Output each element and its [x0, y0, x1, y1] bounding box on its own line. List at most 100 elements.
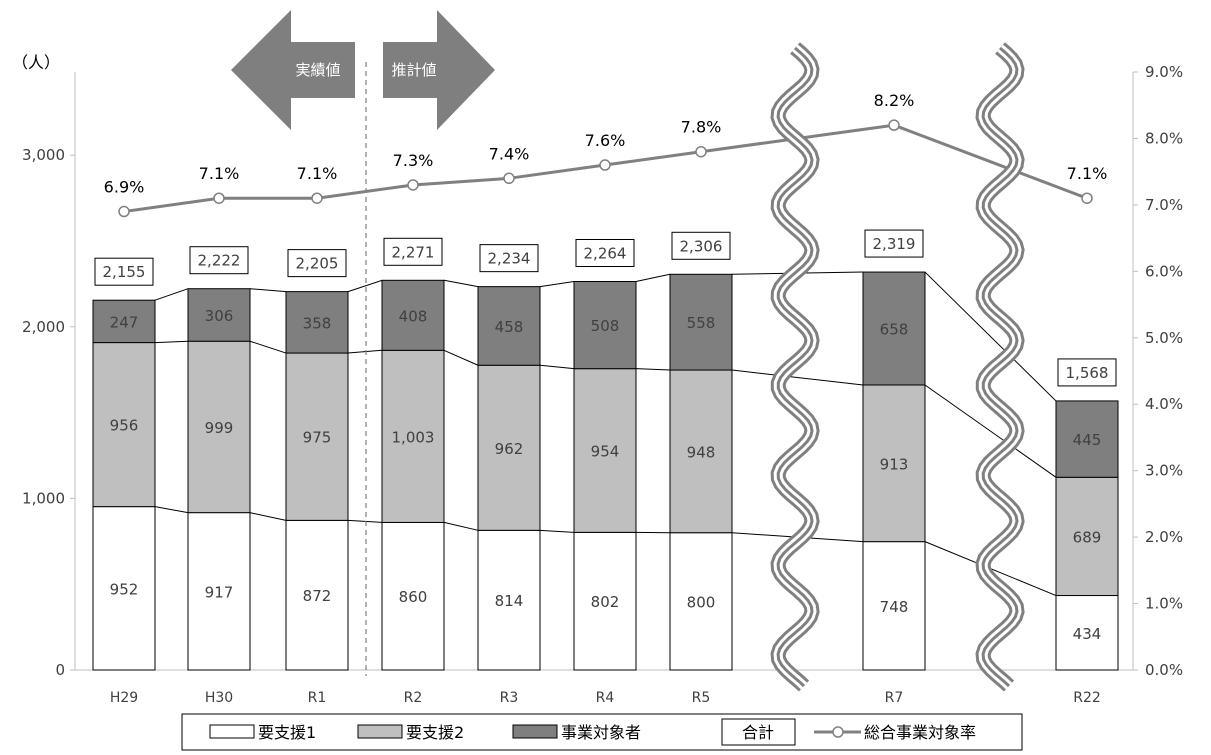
rate-point	[504, 173, 514, 183]
stack-connector-line	[540, 281, 574, 286]
legend-swatch	[513, 725, 557, 738]
bar-value-label: 814	[495, 592, 524, 610]
rate-label: 7.4%	[489, 144, 530, 163]
bar-value-label: 952	[110, 580, 139, 598]
bar-value-label: 913	[880, 455, 909, 473]
y-unit-label: （人）	[12, 53, 60, 72]
bar-value-label: 999	[205, 419, 234, 437]
y-left-tick-label: 1,000	[22, 489, 65, 507]
legend-label: 合計	[742, 723, 774, 742]
bar-value-label: 445	[1073, 431, 1102, 449]
total-label: 2,205	[296, 255, 339, 273]
bar-value-label: 247	[110, 313, 139, 331]
stack-connector-line	[348, 520, 382, 522]
legend-swatch	[358, 725, 402, 738]
bar-value-label: 689	[1073, 528, 1102, 546]
y-left-tick-label: 0	[55, 661, 65, 679]
rate-point	[696, 147, 706, 157]
y-left-tick-label: 3,000	[22, 146, 65, 164]
rate-point	[408, 180, 418, 190]
bar-value-label: 975	[303, 429, 332, 447]
stack-connector-line	[348, 350, 382, 353]
rate-label: 7.1%	[297, 164, 338, 183]
rate-point	[600, 160, 610, 170]
stack-connector-line	[636, 369, 670, 370]
y-right-tick-label: 1.0%	[1145, 595, 1183, 613]
rate-label: 7.1%	[1067, 164, 1108, 183]
rate-point	[1082, 193, 1092, 203]
total-label: 2,271	[392, 243, 435, 261]
rate-label: 8.2%	[874, 91, 915, 110]
y-right-tick-label: 4.0%	[1145, 395, 1183, 413]
x-tick-label: R4	[596, 690, 615, 706]
y-right-tick-label: 6.0%	[1145, 262, 1183, 280]
stack-connector-line	[732, 370, 863, 385]
x-tick-label: R2	[404, 690, 423, 706]
bar-value-label: 408	[399, 307, 428, 325]
bar-value-label: 658	[880, 321, 909, 339]
stack-connector-line	[155, 507, 188, 513]
bar-value-label: 1,003	[392, 428, 435, 446]
bar-value-label: 954	[591, 443, 620, 461]
stack-connector-line	[540, 530, 574, 532]
rate-label: 7.1%	[199, 164, 240, 183]
x-tick-label: R22	[1073, 690, 1101, 706]
y-left-tick-label: 2,000	[22, 318, 65, 336]
y-right-tick-label: 2.0%	[1145, 528, 1183, 546]
legend-label: 要支援1	[258, 723, 316, 742]
stack-connector-line	[444, 350, 478, 365]
stack-connector-line	[444, 522, 478, 530]
x-tick-label: R1	[308, 690, 327, 706]
x-tick-label: H29	[110, 690, 138, 706]
bar-value-label: 458	[495, 318, 524, 336]
total-label: 2,155	[103, 263, 146, 281]
bar-value-label: 802	[591, 593, 620, 611]
bar-value-label: 306	[205, 307, 234, 325]
rate-label: 7.8%	[681, 118, 722, 137]
x-tick-label: R3	[500, 690, 519, 706]
y-right-tick-label: 7.0%	[1145, 196, 1183, 214]
bar-value-label: 948	[687, 443, 716, 461]
total-label: 2,319	[873, 235, 916, 253]
bar-value-label: 558	[687, 314, 716, 332]
rate-point	[214, 193, 224, 203]
bar-value-label: 358	[303, 314, 332, 332]
rate-line-series: 6.9% 7.1% 7.1% 7.3% 7.4% 7.6% 7.8% 8.2% 7.1%	[104, 91, 1108, 216]
legend-label: 総合事業対象率	[864, 723, 976, 742]
rate-point	[889, 120, 899, 130]
stack-connector-line	[155, 341, 188, 342]
stack-connector-line	[250, 341, 286, 353]
rate-label: 6.9%	[104, 178, 145, 197]
stack-connector-line	[250, 289, 286, 292]
legend-swatch	[210, 725, 254, 738]
bar-value-label: 434	[1073, 625, 1102, 643]
total-label: 2,222	[198, 252, 241, 270]
total-label: 2,234	[488, 250, 531, 268]
y-right-tick-label: 5.0%	[1145, 329, 1183, 347]
projected-label: 推計値	[391, 61, 436, 79]
x-tick-label: R7	[885, 690, 904, 706]
legend: 要支援1 要支援2 事業対象者 合計 総合事業対象率	[182, 714, 1022, 750]
legend-label: 事業対象者	[561, 723, 641, 742]
annotations: 実績値 推計値	[231, 10, 495, 676]
total-label: 1,568	[1066, 364, 1109, 382]
total-label: 2,306	[680, 237, 723, 255]
legend-marker	[833, 727, 843, 737]
rate-point	[312, 193, 322, 203]
bar-value-label: 956	[110, 417, 139, 435]
actual-label: 実績値	[295, 61, 340, 79]
rate-label: 7.6%	[585, 131, 626, 150]
bar-value-label: 917	[205, 583, 234, 601]
stack-connector-line	[348, 280, 382, 291]
rate-label: 7.3%	[393, 151, 434, 170]
x-tick-label: R5	[692, 690, 711, 706]
bar-value-label: 508	[591, 317, 620, 335]
bar-value-label: 962	[495, 440, 524, 458]
stack-connector-line	[444, 280, 478, 286]
bar-value-label: 872	[303, 587, 332, 605]
legend-label: 要支援2	[406, 723, 464, 742]
stack-connector-line	[540, 365, 574, 368]
y-right-tick-label: 8.0%	[1145, 129, 1183, 147]
